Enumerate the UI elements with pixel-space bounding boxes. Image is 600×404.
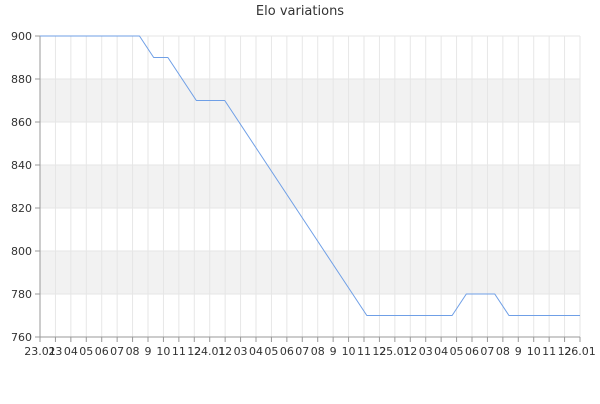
x-tick-label: 08	[311, 345, 325, 358]
x-tick-label: 9	[515, 345, 522, 358]
x-tick-label: 06	[95, 345, 109, 358]
x-tick-label: 12	[558, 345, 572, 358]
y-tick-label: 880	[11, 73, 32, 86]
x-tick-label: 06	[465, 345, 479, 358]
x-tick-label: 07	[295, 345, 309, 358]
x-tick-label: 11	[357, 345, 371, 358]
x-tick-label: 05	[79, 345, 93, 358]
x-tick-label: 11	[542, 345, 556, 358]
series-line	[40, 35, 580, 316]
x-tick-label: 24.01	[194, 345, 226, 358]
x-tick-label: 04	[249, 345, 263, 358]
x-tick-label: 25.01	[379, 345, 411, 358]
x-tick-label: 07	[480, 345, 494, 358]
y-tick-label: 840	[11, 159, 32, 172]
x-tick-label: 11	[172, 345, 186, 358]
x-tick-label: 10	[342, 345, 356, 358]
chart-title: Elo variations	[255, 4, 345, 19]
y-tick-label: 800	[11, 245, 32, 258]
x-tick-label: 08	[496, 345, 510, 358]
x-tick-label: 12	[187, 345, 201, 358]
x-tick-label: 03	[419, 345, 433, 358]
x-tick-label: 23.01	[24, 345, 56, 358]
x-tick-label: 05	[264, 345, 278, 358]
x-tick-label: 04	[434, 345, 448, 358]
x-tick-label: 12	[218, 345, 232, 358]
plot-band	[40, 251, 580, 294]
x-tick-label: 26.01	[564, 345, 596, 358]
x-tick-label: 06	[280, 345, 294, 358]
x-tick-label: 9	[145, 345, 152, 358]
y-tick-label: 900	[11, 30, 32, 43]
x-tick-label: 9	[330, 345, 337, 358]
y-tick-label: 780	[11, 288, 32, 301]
x-tick-label: 07	[110, 345, 124, 358]
y-tick-label: 860	[11, 116, 32, 129]
x-tick-label: 12	[403, 345, 417, 358]
x-tick-label: 04	[64, 345, 78, 358]
x-tick-label: 23	[48, 345, 62, 358]
x-tick-label: 10	[527, 345, 541, 358]
x-tick-label: 05	[450, 345, 464, 358]
plot-band	[40, 165, 580, 208]
x-tick-label: 08	[126, 345, 140, 358]
y-tick-label: 820	[11, 202, 32, 215]
x-tick-label: 12	[372, 345, 386, 358]
x-tick-label: 10	[156, 345, 170, 358]
plot-band	[40, 79, 580, 122]
x-tick-label: 03	[234, 345, 248, 358]
y-tick-label: 760	[11, 331, 32, 344]
